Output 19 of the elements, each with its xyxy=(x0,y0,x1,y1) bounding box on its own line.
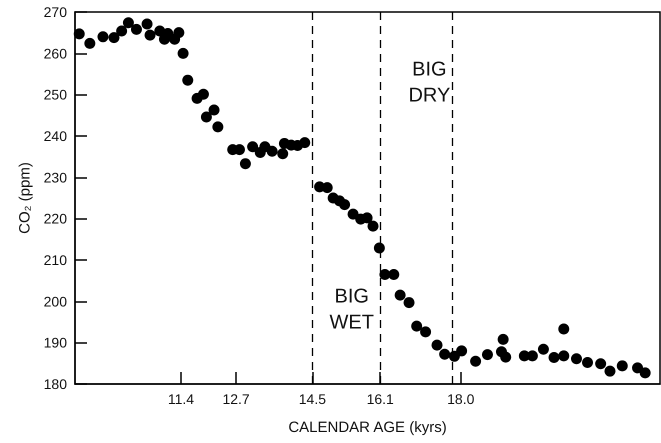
x-axis-title: CALENDAR AGE (kyrs) xyxy=(288,419,447,436)
x-tick-label: 18.0 xyxy=(447,391,475,407)
x-tick-label: 14.5 xyxy=(298,391,326,407)
y-tick-label: 180 xyxy=(44,376,68,392)
x-tick-label: 11.4 xyxy=(168,391,194,407)
y-tick-label: 250 xyxy=(44,86,68,103)
y-tick-label: 210 xyxy=(44,252,68,268)
y-tick-label: 190 xyxy=(44,334,68,351)
y-tick-label: 240 xyxy=(44,128,68,144)
x-tick-label: 12.7 xyxy=(222,391,250,407)
y-tick-label: 260 xyxy=(44,45,68,62)
y-tick-label: 270 xyxy=(44,4,68,20)
y-tick-label: 220 xyxy=(44,210,68,227)
annotation: BIG WET xyxy=(329,286,374,334)
annotation: BIG DRY xyxy=(408,58,450,107)
y-tick-label: 200 xyxy=(44,293,68,310)
y-tick-label: 230 xyxy=(44,169,68,186)
x-tick-label: 16.1 xyxy=(366,391,394,407)
y-axis-title: CO₂ (ppm) xyxy=(16,162,34,234)
